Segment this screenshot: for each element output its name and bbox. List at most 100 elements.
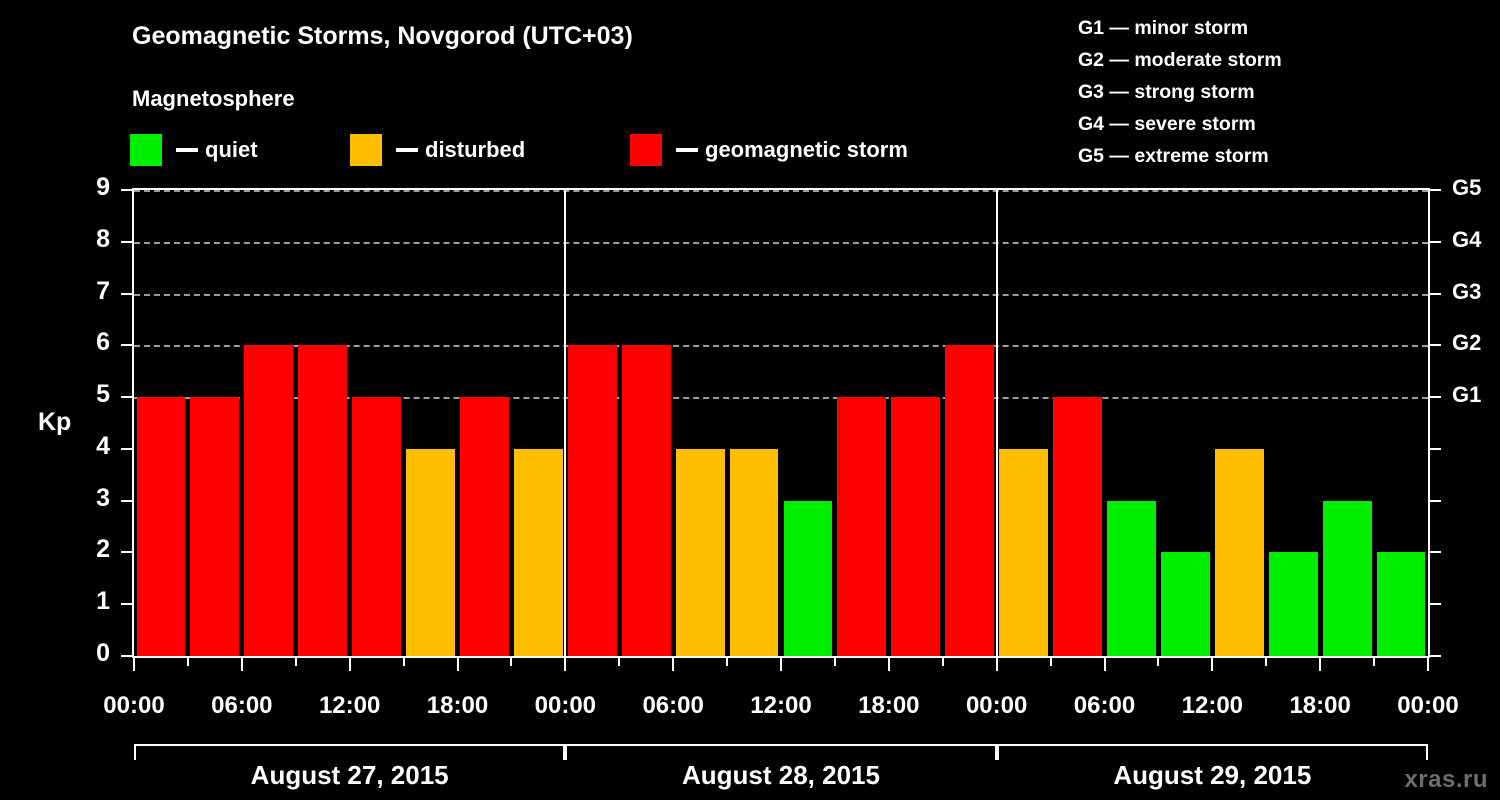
y-tick-label: 2 — [96, 535, 110, 564]
y-tick — [121, 655, 132, 657]
day-separator — [995, 190, 998, 656]
x-tick — [456, 658, 459, 671]
right-tick — [1430, 396, 1441, 399]
bracket-cap-left — [996, 744, 999, 760]
x-tick-label: 12:00 — [1181, 692, 1244, 719]
y-tick-label: 7 — [96, 276, 110, 305]
x-tick — [780, 658, 782, 671]
bracket-line — [134, 744, 566, 746]
bar-kp — [460, 397, 509, 656]
bar-kp — [1376, 552, 1426, 656]
date-bracket: August 29, 2015 — [996, 744, 1428, 790]
date-bracket: August 27, 2015 — [134, 744, 566, 790]
g-scale-label-G4: G4 — [1452, 226, 1482, 252]
y-tick-label: 9 — [96, 173, 110, 201]
x-tick-label: 06:00 — [211, 692, 273, 719]
storm-scale-line-3: G3 — strong storm — [1078, 81, 1255, 103]
bracket-cap-left — [134, 744, 136, 760]
bar-kp — [1214, 448, 1264, 656]
bar-kp — [891, 397, 941, 656]
y-tick — [121, 447, 132, 450]
y-tick-label: 8 — [96, 224, 110, 253]
orange-square-icon — [350, 134, 382, 166]
bar-kp — [1160, 552, 1210, 656]
y-axis-title: Kp — [38, 408, 72, 436]
right-tick — [1430, 292, 1441, 295]
x-tick — [1319, 658, 1322, 671]
red-square-icon — [630, 134, 662, 166]
bar-kp — [567, 345, 617, 656]
x-minor-tick — [294, 658, 297, 666]
y-tick-label: 0 — [96, 639, 110, 667]
x-tick-label: 12:00 — [750, 692, 812, 719]
watermark: xras.ru — [1404, 766, 1488, 793]
legend-item-geomagnetic-storm: geomagnetic storm — [630, 132, 908, 168]
magnetosphere-label: Magnetosphere — [132, 86, 295, 111]
legend-label: geomagnetic storm — [705, 137, 908, 162]
right-tick — [1430, 447, 1441, 450]
bar-kp — [999, 448, 1049, 656]
x-minor-tick — [1265, 658, 1268, 666]
legend-label: quiet — [205, 137, 258, 162]
x-tick — [133, 658, 135, 671]
gridline-kp-8 — [134, 241, 1428, 244]
gridline-kp-5 — [134, 397, 1428, 400]
x-minor-tick — [1373, 658, 1376, 666]
plot-area — [132, 188, 1430, 658]
bracket-cap-right — [994, 744, 997, 760]
x-tick — [1211, 658, 1214, 671]
bracket-cap-right — [563, 744, 566, 760]
g-scale-label-G1: G1 — [1452, 382, 1482, 408]
page-title: Geomagnetic Storms, Novgorod (UTC+03) — [132, 22, 633, 50]
x-minor-tick — [726, 658, 729, 666]
gridline-kp-9 — [134, 190, 1428, 192]
x-tick-label: 18:00 — [426, 692, 489, 719]
right-tick — [1430, 551, 1441, 554]
g-scale-label-G5: G5 — [1452, 175, 1482, 200]
date-label: August 29, 2015 — [1113, 760, 1312, 790]
y-tick-label: 3 — [96, 483, 110, 512]
bar-kp — [621, 345, 671, 656]
x-minor-tick — [833, 658, 836, 666]
right-tick — [1430, 499, 1441, 502]
legend-item-disturbed: disturbed — [350, 132, 525, 168]
bracket-line — [565, 744, 997, 746]
y-tick-label: 5 — [96, 380, 110, 409]
right-tick — [1430, 240, 1441, 243]
legend-dash — [396, 148, 418, 152]
y-tick — [121, 551, 132, 554]
x-minor-tick — [1049, 658, 1052, 666]
date-label: August 28, 2015 — [682, 760, 880, 790]
bar-kp — [1322, 500, 1372, 656]
x-minor-tick — [941, 658, 944, 666]
x-tick — [995, 658, 998, 671]
legend-dash — [676, 148, 698, 152]
bar-kp — [513, 448, 563, 656]
y-tick — [121, 344, 132, 347]
x-tick-label: 00:00 — [103, 692, 165, 719]
y-tick — [121, 189, 132, 191]
x-tick — [1427, 658, 1429, 671]
storm-scale-line-1: G1 — minor storm — [1078, 17, 1249, 39]
storm-scale-line-2: G2 — moderate storm — [1078, 49, 1282, 71]
x-tick — [887, 658, 890, 671]
y-tick — [121, 603, 132, 606]
y-tick — [121, 292, 132, 295]
bar-kp — [1268, 552, 1318, 656]
legend-dash — [176, 148, 198, 152]
bracket-line — [996, 744, 1428, 746]
gridline-kp-6 — [134, 345, 1428, 348]
date-label: August 27, 2015 — [250, 760, 449, 790]
x-tick — [348, 658, 351, 671]
bar-kp — [406, 448, 455, 656]
g-scale-label-G3: G3 — [1452, 278, 1482, 304]
x-minor-tick — [402, 658, 405, 666]
bar-kp — [675, 448, 725, 656]
x-tick-label: 06:00 — [1073, 692, 1136, 719]
x-tick-label: 18:00 — [858, 692, 920, 719]
bar-kp — [945, 345, 995, 656]
right-tick — [1430, 603, 1441, 606]
bar-kp — [1053, 397, 1102, 656]
legend-label: disturbed — [425, 137, 526, 162]
